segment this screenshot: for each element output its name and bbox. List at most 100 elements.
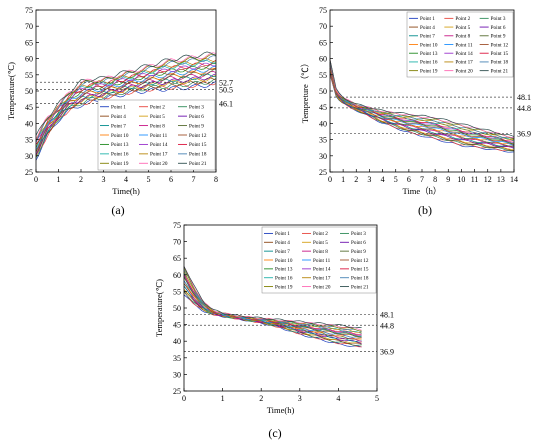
legend-entry: Point 2 (150, 105, 165, 111)
legend-entry: Point 20 (313, 284, 331, 290)
y-tick-label: 55 (319, 71, 327, 80)
y-tick-label: 55 (25, 71, 33, 80)
y-tick-label: 75 (25, 6, 33, 15)
legend-entry: Point 12 (491, 42, 509, 48)
legend-entry: Point 4 (111, 114, 126, 120)
y-tick-label: 40 (25, 119, 33, 128)
y-tick-label: 35 (25, 136, 33, 145)
series-line (35, 78, 217, 159)
x-axis-label: Time(h) (267, 405, 295, 415)
x-tick-label: 5 (375, 394, 379, 403)
y-tick-label: 60 (173, 271, 181, 280)
reference-label: 48.1 (517, 93, 531, 102)
legend-entry: Point 20 (455, 68, 473, 74)
x-tick-label: 4 (124, 175, 128, 184)
y-tick-label: 50 (25, 87, 33, 96)
x-tick-label: 13 (497, 175, 505, 184)
legend-entry: Point 7 (275, 249, 290, 255)
legend-entry: Point 8 (150, 123, 165, 129)
x-tick-label: 4 (381, 175, 385, 184)
x-axis-label: Time(h) (112, 186, 140, 196)
legend-entry: Point 14 (455, 51, 473, 57)
legend-entry: Point 5 (455, 25, 470, 31)
legend-entry: Point 16 (111, 152, 129, 158)
legend: Point 1 Point 2 Point 3 Point 4 Point 5 Point… (406, 11, 514, 78)
legend-entry: Point 4 (275, 240, 290, 246)
reference-label: 44.8 (380, 321, 394, 330)
x-tick-label: 0 (34, 175, 38, 184)
y-axis-label: Temperature(℃) (154, 279, 164, 337)
y-tick-label: 45 (319, 103, 327, 112)
legend-entry: Point 3 (491, 16, 506, 22)
series-line (183, 267, 362, 332)
legend-entry: Point 18 (189, 152, 207, 158)
legend-entry: Point 6 (351, 240, 366, 246)
y-tick-label: 30 (173, 370, 181, 379)
series-line (35, 66, 217, 145)
y-tick-label: 60 (319, 55, 327, 64)
series-line (35, 73, 217, 156)
reference-label: 36.9 (380, 347, 394, 356)
x-tick-label: 7 (192, 175, 196, 184)
series-line (329, 63, 515, 143)
y-tick-label: 65 (173, 254, 181, 263)
series-line (35, 59, 217, 141)
series-line (183, 294, 362, 348)
y-tick-label: 70 (25, 22, 33, 31)
x-tick-label: 1 (221, 394, 225, 403)
legend-entry: Point 15 (189, 142, 207, 148)
legend-entry: Point 18 (491, 60, 509, 66)
legend-entry: Point 19 (275, 284, 293, 290)
series-line (183, 286, 362, 344)
legend-entry: Point 18 (351, 276, 369, 282)
legend-entry: Point 5 (313, 240, 328, 246)
reference-label: 52.7 (219, 78, 233, 87)
series-line (183, 273, 362, 335)
legend-entry: Point 8 (455, 34, 470, 40)
legend-box (97, 99, 216, 171)
series-line (183, 270, 362, 333)
legend-entry: Point 3 (189, 105, 204, 111)
legend-entry: Point 11 (313, 258, 331, 264)
x-tick-label: 2 (259, 394, 263, 403)
y-tick-label: 70 (319, 22, 327, 31)
series-line (329, 62, 515, 139)
legend-entry: Point 7 (111, 123, 126, 129)
y-tick-label: 55 (173, 287, 181, 296)
x-tick-label: 4 (336, 394, 340, 403)
legend-entry: Point 13 (275, 267, 293, 273)
legend-entry: Point 16 (420, 60, 438, 66)
y-tick-label: 75 (173, 221, 181, 230)
y-tick-label: 25 (319, 168, 327, 177)
legend-entry: Point 9 (189, 123, 204, 129)
series-line (183, 288, 362, 344)
x-tick-label: 2 (354, 175, 358, 184)
legend-entry: Point 11 (455, 42, 473, 48)
x-tick-label: 11 (471, 175, 479, 184)
series-line (35, 58, 217, 140)
reference-label: 44.8 (517, 104, 531, 113)
x-tick-label: 2 (79, 175, 83, 184)
series-line (329, 67, 515, 147)
x-tick-label: 12 (484, 175, 492, 184)
y-tick-label: 65 (319, 38, 327, 47)
x-tick-label: 0 (182, 394, 186, 403)
series-line (35, 52, 217, 141)
y-axis-label: Tempreture（℃） (300, 59, 310, 124)
legend-entry: Point 21 (189, 161, 207, 167)
series-line (183, 280, 362, 340)
series-line (329, 74, 515, 153)
x-tick-label: 6 (169, 175, 173, 184)
series-line (35, 68, 217, 153)
legend-entry: Point 12 (189, 133, 207, 139)
legend-entry: Point 6 (491, 25, 506, 31)
x-tick-label: 10 (457, 175, 465, 184)
reference-label: 48.1 (380, 310, 394, 319)
y-tick-label: 40 (319, 119, 327, 128)
series-line (35, 51, 217, 136)
legend-entry: Point 16 (275, 276, 293, 282)
legend-entry: Point 17 (150, 152, 168, 158)
series-line (35, 81, 217, 156)
